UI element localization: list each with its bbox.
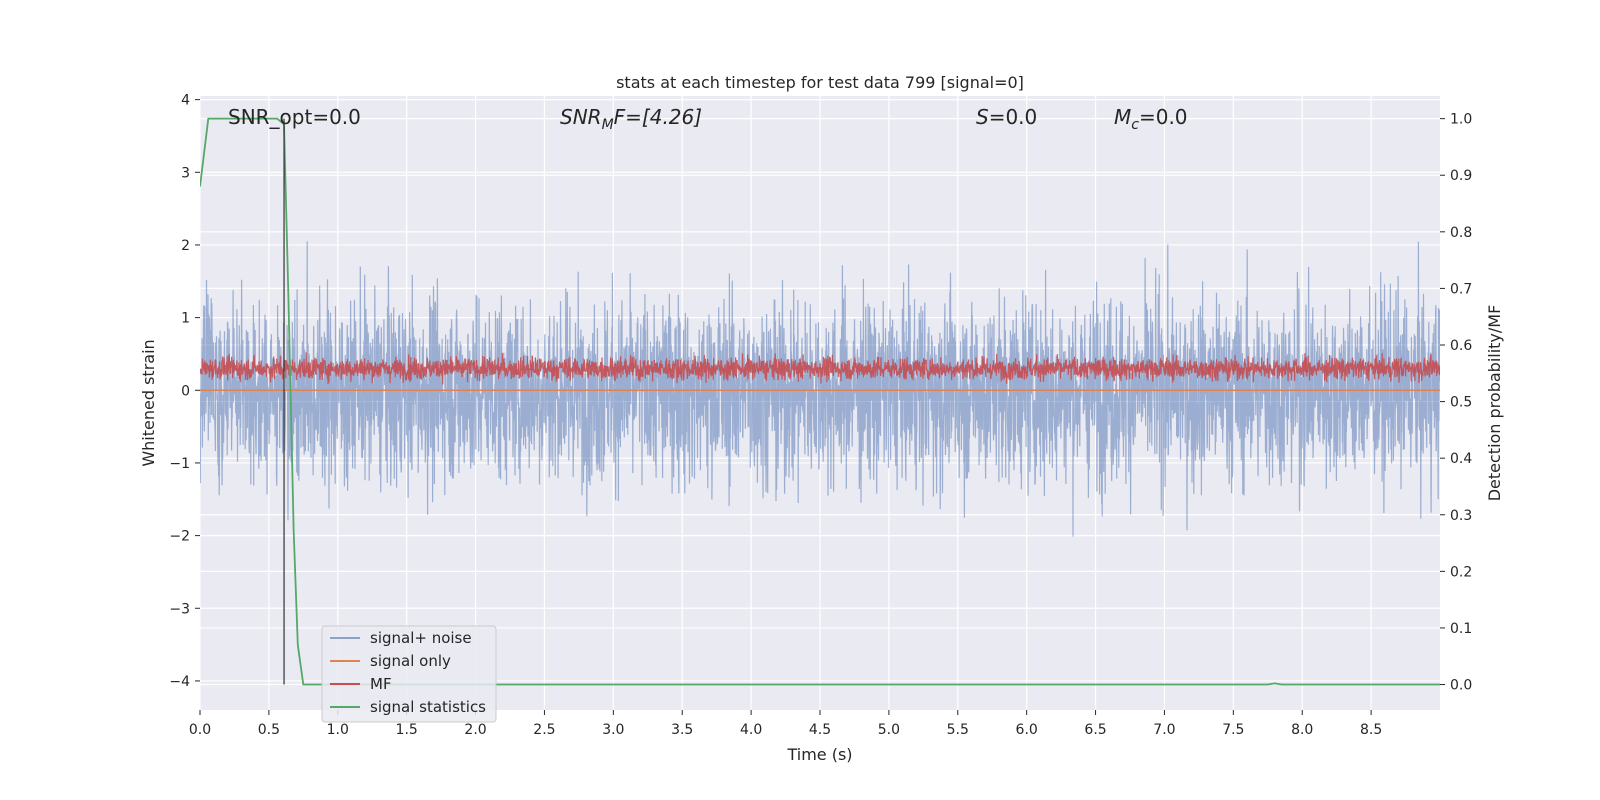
legend-label-mf: MF bbox=[370, 675, 392, 693]
x-tick-label: 5.5 bbox=[947, 722, 969, 738]
y-right-tick-label: 0.8 bbox=[1450, 225, 1472, 241]
x-tick-label: 8.5 bbox=[1360, 722, 1382, 738]
annotation-s: S=0.0 bbox=[976, 105, 1037, 129]
y-left-tick-label: 1 bbox=[181, 311, 190, 327]
annotation-snr-mf-rest: F=[4.26] bbox=[614, 105, 702, 129]
x-tick-label: 1.5 bbox=[396, 722, 418, 738]
axes-layer: 0.0 0.5 1.0 1.5 2.0 2.5 3.0 3.5 4.0 4.5 5.0 5.5 6.0 6… bbox=[169, 93, 1472, 738]
legend-label-signal-statistics: signal statistics bbox=[370, 698, 486, 716]
x-tick-label: 3.5 bbox=[671, 722, 693, 738]
legend: signal+ noise signal only MF signal stat… bbox=[321, 625, 497, 723]
y-right-tick-label: 0.4 bbox=[1450, 451, 1472, 467]
y-right-tick-label: 0.3 bbox=[1450, 508, 1472, 524]
x-tick-label: 6.0 bbox=[1016, 722, 1038, 738]
y-left-tick-label: −4 bbox=[169, 674, 190, 690]
x-tick-label: 4.5 bbox=[809, 722, 831, 738]
y-right-tick-label: 0.0 bbox=[1450, 678, 1472, 694]
x-tick-label: 4.0 bbox=[740, 722, 762, 738]
y-right-tick-label: 1.0 bbox=[1450, 112, 1472, 128]
annotation-s-main: S bbox=[976, 105, 989, 129]
y-left-tick-label: 0 bbox=[181, 383, 190, 399]
annotation-snr-mf-main: SNR bbox=[560, 105, 602, 129]
x-tick-label: 2.0 bbox=[464, 722, 486, 738]
chart-title: stats at each timestep for test data 799… bbox=[616, 73, 1024, 92]
x-tick-label: 7.5 bbox=[1222, 722, 1244, 738]
y-left-tick-label: 4 bbox=[181, 93, 190, 109]
y-right-tick-label: 0.7 bbox=[1450, 281, 1472, 297]
series-mf-line bbox=[200, 352, 1440, 385]
y-axis-label-right: Detection probability/MF bbox=[1485, 305, 1504, 502]
annotation-s-rest: =0.0 bbox=[989, 105, 1038, 129]
annotation-snr-mf: SNRMF=[4.26] bbox=[560, 105, 702, 133]
legend-label-signal-noise: signal+ noise bbox=[370, 629, 472, 647]
annotation-snr-opt: SNR_opt=0.0 bbox=[228, 105, 361, 129]
annotation-snr-mf-sub: M bbox=[602, 117, 614, 133]
y-right-tick-label: 0.5 bbox=[1450, 395, 1472, 411]
y-right-tick-label: 0.2 bbox=[1450, 564, 1472, 580]
x-tick-label: 0.5 bbox=[258, 722, 280, 738]
annotation-mc-sub: c bbox=[1131, 117, 1139, 133]
y-axis-label-left: Whitened strain bbox=[139, 339, 158, 466]
x-tick-label: 0.0 bbox=[189, 722, 211, 738]
y-left-tick-label: −2 bbox=[169, 529, 190, 545]
series-signal-statistics-line bbox=[200, 117, 1440, 686]
legend-label-signal-only: signal only bbox=[370, 652, 451, 670]
y-left-tick-label: −3 bbox=[169, 601, 190, 617]
annotation-mc-rest: =0.0 bbox=[1139, 105, 1188, 129]
legend-frame bbox=[321, 625, 497, 723]
x-tick-label: 1.0 bbox=[327, 722, 349, 738]
annotation-mc: Mc=0.0 bbox=[1114, 105, 1188, 133]
x-tick-label: 5.0 bbox=[878, 722, 900, 738]
x-tick-label: 3.0 bbox=[602, 722, 624, 738]
y-left-tick-label: −1 bbox=[169, 456, 190, 472]
y-left-tick-label: 3 bbox=[181, 165, 190, 181]
y-right-tick-label: 0.1 bbox=[1450, 621, 1472, 637]
series-signal-noise-line bbox=[200, 241, 1440, 537]
x-axis-label: Time (s) bbox=[786, 745, 852, 764]
annotation-mc-main: M bbox=[1114, 105, 1131, 129]
y-right-tick-label: 0.9 bbox=[1450, 168, 1472, 184]
x-tick-label: 6.5 bbox=[1084, 722, 1106, 738]
x-tick-label: 2.5 bbox=[533, 722, 555, 738]
series-layer bbox=[200, 117, 1440, 686]
y-left-tick-label: 2 bbox=[181, 238, 190, 254]
y-right-tick-label: 0.6 bbox=[1450, 338, 1472, 354]
x-tick-label: 7.0 bbox=[1153, 722, 1175, 738]
x-tick-label: 8.0 bbox=[1291, 722, 1313, 738]
